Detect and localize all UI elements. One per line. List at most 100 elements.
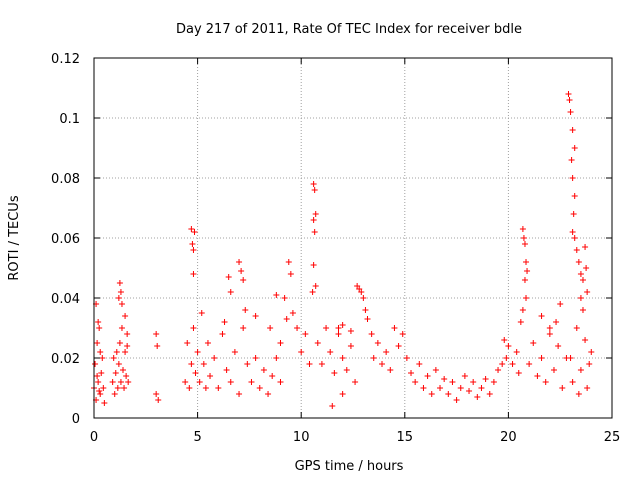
data-point bbox=[586, 361, 593, 367]
data-point bbox=[115, 361, 122, 367]
data-point bbox=[281, 295, 288, 301]
data-point bbox=[570, 211, 577, 217]
x-tick-label: 25 bbox=[604, 430, 621, 445]
data-point bbox=[95, 319, 102, 325]
data-point bbox=[343, 367, 350, 373]
data-point bbox=[383, 349, 390, 355]
data-point bbox=[123, 373, 130, 379]
data-point bbox=[323, 325, 330, 331]
data-point bbox=[575, 259, 582, 265]
data-point bbox=[569, 175, 576, 181]
data-point bbox=[269, 373, 276, 379]
data-point bbox=[294, 325, 301, 331]
data-point bbox=[310, 181, 317, 187]
data-point bbox=[110, 355, 117, 361]
data-point bbox=[441, 376, 448, 382]
data-point bbox=[125, 379, 132, 385]
data-point bbox=[557, 301, 564, 307]
data-point bbox=[523, 259, 530, 265]
data-point bbox=[97, 391, 104, 397]
data-point bbox=[526, 361, 533, 367]
data-point bbox=[335, 331, 342, 337]
axis-ticks: 0 5 10 15 20 25 0 0.02 0.04 0.06 0.08 0.1 0.12 bbox=[51, 52, 620, 445]
data-point bbox=[412, 379, 419, 385]
data-point bbox=[555, 343, 562, 349]
data-point bbox=[310, 217, 317, 223]
data-point bbox=[277, 340, 284, 346]
y-tick-label: 0.12 bbox=[51, 52, 80, 67]
data-point bbox=[331, 370, 338, 376]
data-point bbox=[215, 385, 222, 391]
data-point bbox=[252, 355, 259, 361]
data-point bbox=[115, 295, 122, 301]
data-point bbox=[155, 397, 162, 403]
data-point bbox=[513, 349, 520, 355]
data-point bbox=[96, 388, 103, 394]
data-point bbox=[524, 268, 531, 274]
data-point bbox=[248, 379, 255, 385]
data-point bbox=[339, 355, 346, 361]
data-point bbox=[408, 370, 415, 376]
data-point bbox=[188, 361, 195, 367]
data-point bbox=[582, 337, 589, 343]
data-points bbox=[91, 91, 595, 409]
data-point bbox=[416, 361, 423, 367]
data-point bbox=[577, 271, 584, 277]
data-point bbox=[571, 235, 578, 241]
data-point bbox=[577, 367, 584, 373]
y-tick-label: 0 bbox=[72, 412, 80, 427]
data-point bbox=[486, 391, 493, 397]
data-point bbox=[575, 391, 582, 397]
data-point bbox=[362, 307, 369, 313]
data-point bbox=[360, 295, 367, 301]
data-point bbox=[449, 379, 456, 385]
data-point bbox=[153, 391, 160, 397]
data-point bbox=[207, 373, 214, 379]
data-point bbox=[505, 343, 512, 349]
data-point bbox=[260, 367, 267, 373]
data-point bbox=[466, 388, 473, 394]
data-point bbox=[98, 370, 105, 376]
data-point bbox=[517, 319, 524, 325]
data-point bbox=[191, 229, 198, 235]
data-point bbox=[368, 331, 375, 337]
data-point bbox=[211, 355, 218, 361]
data-point bbox=[182, 379, 189, 385]
y-tick-label: 0.04 bbox=[51, 292, 80, 307]
x-tick-label: 20 bbox=[500, 430, 517, 445]
data-point bbox=[584, 385, 591, 391]
data-point bbox=[391, 325, 398, 331]
data-point bbox=[238, 268, 245, 274]
data-point bbox=[566, 97, 573, 103]
data-point bbox=[437, 385, 444, 391]
data-point bbox=[184, 340, 191, 346]
data-point bbox=[190, 247, 197, 253]
data-point bbox=[501, 337, 508, 343]
data-point bbox=[530, 340, 537, 346]
data-point bbox=[223, 367, 230, 373]
data-point bbox=[515, 370, 522, 376]
data-point bbox=[244, 361, 251, 367]
data-point bbox=[314, 340, 321, 346]
data-point bbox=[318, 361, 325, 367]
data-point bbox=[190, 271, 197, 277]
data-point bbox=[122, 349, 129, 355]
data-point bbox=[202, 385, 209, 391]
data-point bbox=[112, 370, 119, 376]
data-point bbox=[327, 349, 334, 355]
data-point bbox=[242, 307, 249, 313]
data-point bbox=[584, 289, 591, 295]
data-point bbox=[118, 301, 125, 307]
data-point bbox=[499, 361, 506, 367]
data-point bbox=[124, 343, 131, 349]
data-point bbox=[101, 400, 108, 406]
data-point bbox=[542, 379, 549, 385]
data-point bbox=[111, 391, 118, 397]
x-tick-label: 5 bbox=[193, 430, 201, 445]
data-point bbox=[339, 322, 346, 328]
y-tick-label: 0.08 bbox=[51, 172, 80, 187]
data-point bbox=[569, 229, 576, 235]
data-point bbox=[579, 307, 586, 313]
data-point bbox=[267, 325, 274, 331]
data-point bbox=[116, 280, 123, 286]
